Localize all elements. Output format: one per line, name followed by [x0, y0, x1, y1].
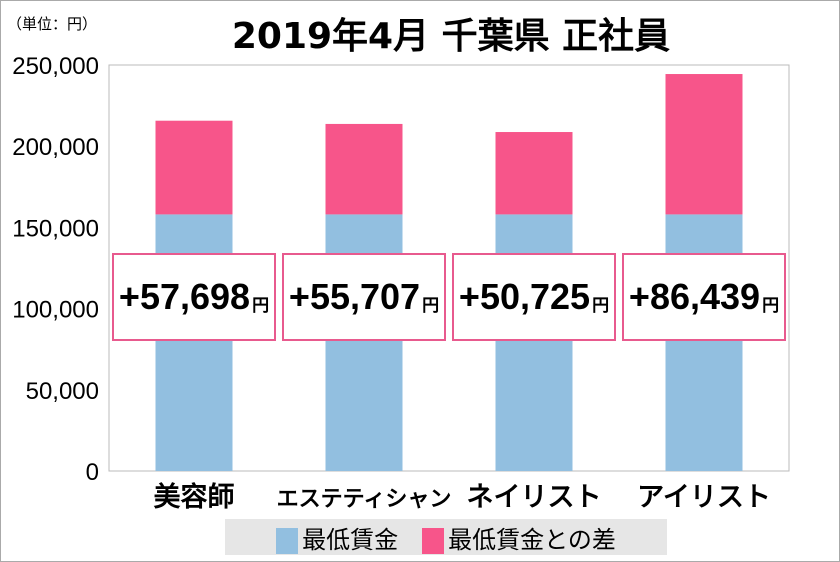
x-category-label: ネイリスト: [467, 482, 602, 513]
data-label-value: +86,439: [628, 276, 761, 317]
data-label-unit: 円: [592, 295, 610, 315]
y-tick-label: 150,000: [12, 215, 99, 242]
x-category-label: 美容師: [154, 481, 235, 513]
y-tick-label: 0: [86, 459, 99, 486]
bar-diff: [325, 123, 403, 215]
y-tick-label: 100,000: [12, 297, 99, 324]
bar-diff: [495, 132, 573, 215]
y-tick-label: 50,000: [26, 378, 99, 405]
data-label-unit: 円: [762, 295, 780, 315]
chart-title: 2019年4月 千葉県 正社員: [231, 16, 671, 57]
x-category-label: エステティシャン: [277, 487, 452, 512]
legend-swatch: [422, 527, 445, 554]
legend-label: 最低賃金: [302, 525, 399, 554]
bar-diff: [665, 74, 743, 215]
y-tick-label: 200,000: [12, 134, 99, 161]
legend: 最低賃金 最低賃金との差: [225, 519, 667, 555]
data-label-unit: 円: [252, 295, 270, 315]
x-category-label: アイリスト: [637, 482, 771, 513]
data-label-value: +57,698: [118, 276, 251, 317]
legend-item-diff: 最低賃金との差: [422, 520, 616, 555]
plot-frame: [108, 64, 790, 472]
legend-label: 最低賃金との差: [448, 525, 616, 554]
data-label-value: +55,707: [288, 276, 421, 317]
data-label: +86,439 円: [622, 253, 786, 341]
legend-swatch: [276, 527, 299, 554]
bar-diff: [155, 120, 233, 215]
data-label-value: +50,725: [458, 276, 591, 317]
legend-item-min-wage: 最低賃金: [276, 520, 398, 555]
data-label: +57,698 円: [112, 253, 276, 341]
data-label: +50,725 円: [452, 253, 616, 341]
data-label: +55,707 円: [282, 253, 446, 341]
y-tick-label: 250,000: [12, 53, 99, 80]
unit-label: （単位：円）: [7, 15, 98, 33]
data-label-unit: 円: [422, 295, 440, 315]
